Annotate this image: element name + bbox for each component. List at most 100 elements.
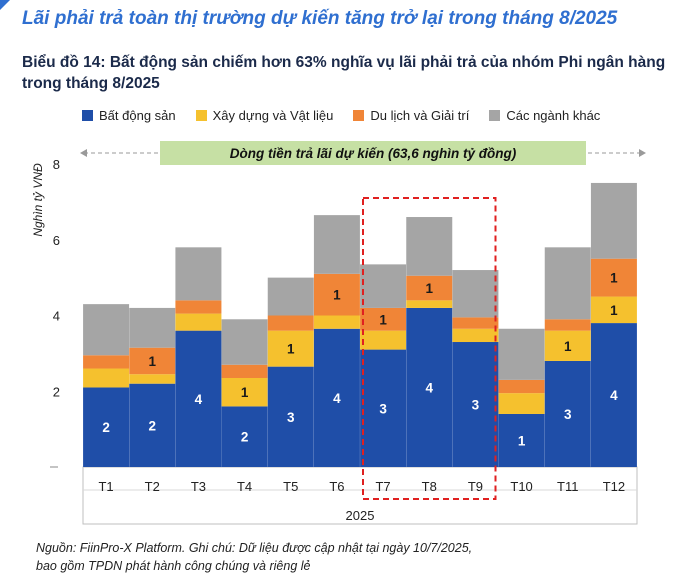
bar-T8-series-3 [406,217,453,276]
corner-accent [0,0,10,10]
bar-T2-series-1 [129,374,176,384]
bar-T5-series-0 [267,366,314,467]
bar-T11-series-3 [544,247,591,320]
bar-T11-series-1 [544,330,591,361]
bar-T8-series-2 [406,275,453,301]
bar-T7-series-1 [360,330,407,350]
bar-T12-series-0 [590,323,637,467]
banner-text: Dòng tiền trả lãi dự kiến (63,6 nghìn tỷ… [230,146,517,161]
y-tick-label: 2 [53,384,60,399]
y-axis-label: Nghìn tỷ VNĐ [31,163,45,237]
data-label-T12-series-1: 1 [610,303,618,318]
x-tick-label: T6 [329,479,344,494]
bar-T4-series-3 [221,319,268,365]
bar-T6-series-0 [313,328,360,467]
bar-T3-series-1 [175,313,222,331]
bar-T4-series-0 [221,406,268,467]
legend-swatch [82,110,93,121]
x-tick-label: T8 [422,479,437,494]
data-label-T8-series-0: 4 [425,380,433,395]
bar-T4-series-2 [221,364,268,378]
x-tick-label: T9 [468,479,483,494]
bar-T9-series-1 [452,328,499,343]
data-label-T3-series-0: 4 [195,392,203,407]
data-label-T6-series-2: 1 [333,288,341,303]
legend-swatch [353,110,365,121]
bar-T10-series-0 [498,413,545,467]
source-note-line-1: Nguồn: FiinPro-X Platform. Ghi chú: Dữ l… [36,541,473,555]
bar-T9-series-3 [452,270,499,318]
bar-T3-series-2 [175,300,222,314]
legend-item-bat-dong-san: Bất động sản [82,108,176,123]
data-label-T5-series-0: 3 [287,410,295,425]
legend-item-du-lich: Du lịch và Giải trí [353,108,469,123]
source-note-line-2: bao gồm TPDN phát hành công chúng và riê… [36,559,311,573]
data-label-T2-series-2: 1 [148,354,156,369]
bar-T11-series-0 [544,360,591,467]
bar-T7-series-2 [360,307,407,331]
bar-T10-series-3 [498,328,545,380]
legend-label: Du lịch và Giải trí [370,108,470,123]
data-label-T8-series-2: 1 [425,281,433,296]
data-label-T2-series-0: 2 [148,418,156,433]
y-tick-label: 6 [53,233,60,248]
data-label-T9-series-0: 3 [472,398,480,413]
bar-T4-series-1 [221,377,268,407]
legend-label: Xây dựng và Vật liệu [212,108,334,123]
data-label-T7-series-2: 1 [379,312,387,327]
bar-T1-series-0 [83,387,130,467]
bar-T1-series-2 [83,355,130,369]
bar-T9-series-0 [452,342,499,467]
data-label-T10-series-0: 1 [518,433,526,448]
bar-T9-series-2 [452,317,499,329]
banner-box [160,141,586,165]
y-tick-label: 8 [53,157,60,172]
chart-subtitle: Biểu đồ 14: Bất động sản chiếm hơn 63% n… [22,54,666,92]
bar-T2-series-3 [129,307,176,348]
chart-legend: Bất động sản Xây dựng và Vật liệu Du lịc… [82,108,600,123]
legend-item-xay-dung: Xây dựng và Vật liệu [195,108,334,123]
x-tick-label: T12 [603,479,625,494]
bar-T8-series-0 [406,307,453,467]
bar-T8-series-1 [406,300,453,308]
headline: Lãi phải trả toàn thị trường dự kiến tăn… [22,8,618,29]
bar-T2-series-2 [129,347,176,375]
bar-T1-series-3 [83,304,130,356]
bar-T10-series-2 [498,379,545,394]
bar-T12-series-2 [590,258,637,297]
data-label-T6-series-0: 4 [333,391,341,406]
legend-swatch [489,110,501,121]
bar-T11-series-2 [544,319,591,331]
data-label-T4-series-1: 1 [241,385,249,400]
legend-item-cac-nganh-khac: Các ngành khác [489,108,600,123]
bar-T3-series-3 [175,247,222,301]
bar-T5-series-2 [267,315,314,331]
x-tick-label: T5 [283,479,298,494]
x-tick-label: T3 [191,479,206,494]
bar-T12-series-1 [590,296,637,324]
y-tick-label: 4 [53,309,60,324]
x-tick-label: T7 [375,479,390,494]
data-label-T12-series-0: 4 [610,388,618,403]
x-tick-label: T4 [237,479,252,494]
bar-T6-series-1 [313,315,360,329]
data-label-T1-series-0: 2 [102,420,110,435]
bar-T6-series-2 [313,273,360,316]
bar-T3-series-0 [175,330,222,467]
data-label-T12-series-2: 1 [610,271,618,286]
bar-T2-series-0 [129,383,176,467]
bar-T12-series-3 [590,182,637,259]
banner-arrow-right-head [639,149,646,157]
data-label-T7-series-0: 3 [379,401,387,416]
data-label-T11-series-0: 3 [564,407,572,422]
highlight-box-t7-t9 [362,197,497,500]
bar-T7-series-3 [360,264,407,308]
source-note: Nguồn: FiinPro-X Platform. Ghi chú: Dữ l… [36,539,472,575]
x-axis-title: 2025 [346,508,375,523]
legend-label: Các ngành khác [506,108,601,123]
legend-swatch [195,110,207,121]
bar-T7-series-0 [360,349,407,467]
x-tick-label: T2 [145,479,160,494]
bar-T1-series-1 [83,368,130,388]
data-label-T4-series-0: 2 [241,430,249,445]
